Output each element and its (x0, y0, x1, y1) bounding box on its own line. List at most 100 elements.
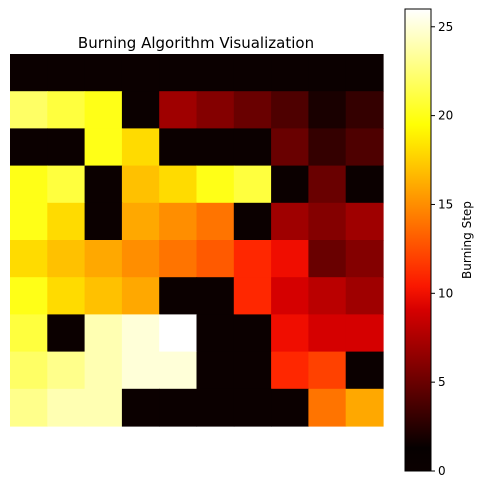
heatmap-cell (84, 165, 123, 204)
heatmap-cell (196, 91, 235, 129)
heatmap-cell (121, 277, 160, 315)
heatmap-cell (196, 165, 235, 204)
heatmap-cell (233, 128, 272, 167)
heatmap-cell (84, 91, 123, 129)
heatmap-cell (271, 128, 309, 167)
heatmap-cell (233, 202, 272, 241)
colorbar-tick-label: 10 (438, 286, 453, 300)
heatmap-cell (308, 165, 347, 204)
heatmap-cell (10, 351, 48, 390)
heatmap-cell (121, 314, 160, 353)
heatmap-cell (121, 202, 160, 241)
colorbar-gradient (404, 8, 432, 472)
heatmap-cell (47, 388, 86, 427)
heatmap-cell (47, 202, 86, 241)
heatmap-cell (233, 240, 272, 278)
heatmap-cell (308, 202, 347, 241)
heatmap-cell (121, 165, 160, 204)
colorbar-tick-label: 15 (438, 197, 453, 211)
heatmap-cell (271, 54, 309, 92)
heatmap-cell (308, 128, 347, 167)
heatmap-cell (121, 388, 160, 427)
heatmap-cell (84, 202, 123, 241)
heatmap-cell (308, 91, 347, 129)
heatmap-cell (308, 351, 347, 390)
heatmap-cell (121, 91, 160, 129)
colorbar-tick-label: 20 (438, 109, 453, 123)
colorbar-tick-label: 5 (438, 375, 446, 389)
heatmap-cell (345, 314, 384, 353)
heatmap-cell (196, 54, 235, 92)
heatmap-cell (84, 277, 123, 315)
chart-title: Burning Algorithm Visualization (78, 34, 314, 52)
colorbar-ticks: 0 5 10 15 20 25 (431, 20, 453, 478)
heatmap-cell (159, 91, 198, 129)
heatmap-cell (47, 128, 86, 167)
heatmap-cell (159, 314, 198, 353)
heatmap-cell (271, 388, 309, 427)
heatmap-cell (84, 388, 123, 427)
heatmap-cell (10, 54, 48, 92)
heatmap-cell (47, 54, 86, 92)
heatmap-cell (84, 128, 123, 167)
heatmap-cell (196, 202, 235, 241)
heatmap-cell (271, 314, 309, 353)
colorbar-tick-label: 0 (438, 464, 446, 478)
heatmap-cell (47, 91, 86, 129)
heatmap-cell (159, 240, 198, 278)
heatmap-cell (233, 388, 272, 427)
heatmap-cell (10, 240, 48, 278)
colorbar-label: Burning Step (460, 201, 474, 279)
heatmap-cell (308, 240, 347, 278)
heatmap-cell (345, 277, 384, 315)
heatmap-cell (345, 388, 384, 427)
heatmap-cell (308, 314, 347, 353)
heatmap-cell (233, 277, 272, 315)
heatmap-cell (345, 165, 384, 204)
heatmap-cell (84, 54, 123, 92)
heatmap-cell (10, 91, 48, 129)
heatmap-cell (233, 165, 272, 204)
heatmap-cell (345, 128, 384, 167)
heatmap-cell (10, 165, 48, 204)
heatmap-cell (345, 351, 384, 390)
heatmap-cell (308, 277, 347, 315)
heatmap-cell (10, 277, 48, 315)
heatmap-cell (196, 388, 235, 427)
heatmap-cell (233, 314, 272, 353)
heatmap-cell (159, 277, 198, 315)
colorbar-tick-label: 25 (438, 20, 453, 34)
heatmap-cell (159, 202, 198, 241)
heatmap-cell (308, 388, 347, 427)
heatmap-cell (47, 240, 86, 278)
heatmap-cell (159, 351, 198, 390)
heatmap-cell (10, 314, 48, 353)
heatmap-cell (121, 128, 160, 167)
heatmap-cell (271, 240, 309, 278)
heatmap-cell (345, 54, 384, 92)
heatmap-cell (308, 54, 347, 92)
heatmap-cell (196, 128, 235, 167)
heatmap-cell (196, 240, 235, 278)
heatmap-cell (121, 240, 160, 278)
heatmap-cell (159, 54, 198, 92)
heatmap-cell (271, 351, 309, 390)
heatmap-cell (233, 54, 272, 92)
heatmap-cell (196, 277, 235, 315)
heatmap-cell (271, 91, 309, 129)
heatmap-cell (121, 54, 160, 92)
heatmap-cell (196, 351, 235, 390)
heatmap-cell (47, 351, 86, 390)
heatmap-cell (271, 277, 309, 315)
heatmap-cell (159, 128, 198, 167)
heatmap-cells (10, 54, 384, 427)
heatmap-cell (271, 202, 309, 241)
heatmap-cell (233, 351, 272, 390)
heatmap-cell (47, 165, 86, 204)
heatmap-cell (10, 202, 48, 241)
heatmap-cell (345, 240, 384, 278)
heatmap-cell (345, 202, 384, 241)
heatmap-cell (345, 91, 384, 129)
heatmap-cell (10, 388, 48, 427)
